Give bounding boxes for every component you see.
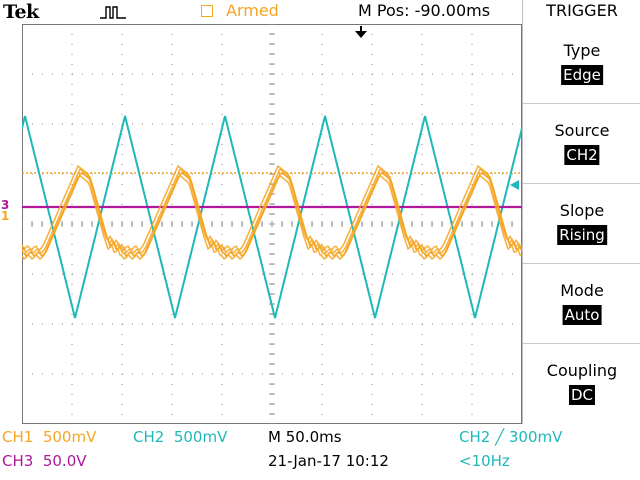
waveform-display [22, 24, 522, 424]
trigger-position-icon [355, 26, 367, 38]
ch1-trace [22, 174, 522, 261]
menu-item-label: Type [563, 41, 601, 60]
acquisition-status: Armed [226, 1, 279, 20]
menu-item-value: Edge [561, 65, 603, 85]
menu-title: TRIGGER [546, 1, 618, 20]
bottom-readout: CH1 500mV CH2 500mV M 50.0ms CH2 ╱ 300mV… [0, 424, 640, 480]
trigger-frequency: <10Hz [459, 452, 510, 470]
ch3-scale: CH3 50.0V [2, 452, 87, 470]
ch1-trace [22, 167, 522, 255]
trigger-level-icon [510, 180, 519, 190]
trigger-menu: TRIGGER Type Edge Source CH2 Slope Risin… [522, 0, 640, 424]
menu-item-label: Coupling [546, 361, 618, 380]
pulse-icon [100, 6, 126, 19]
ch2-trace [22, 115, 522, 319]
menu-item-label: Mode [560, 281, 604, 300]
menu-item-label: Slope [559, 201, 605, 220]
menu-item-value: DC [568, 385, 596, 405]
trigger-setting: CH2 ╱ 300mV [459, 428, 563, 446]
timebase: M 50.0ms [268, 428, 342, 446]
brand-logo: Tek [3, 1, 39, 23]
menu-item-coupling[interactable]: Coupling DC [523, 344, 640, 424]
menu-item-slope[interactable]: Slope Rising [523, 184, 640, 264]
armed-indicator-icon [201, 5, 213, 17]
status-bar: Tek Armed M Pos: -90.00ms [0, 0, 522, 24]
ch1-scale: CH1 500mV [2, 428, 97, 446]
menu-item-value: CH2 [564, 145, 600, 165]
menu-item-label: Source [554, 121, 610, 140]
horizontal-position: M Pos: -90.00ms [358, 1, 491, 20]
ch1-trace [22, 164, 522, 252]
ch3-marker: 3 [1, 198, 10, 212]
ch1-marker: 1 [1, 209, 10, 223]
menu-item-mode[interactable]: Mode Auto [523, 264, 640, 344]
ch2-scale: CH2 500mV [133, 428, 228, 446]
menu-item-value: Auto [562, 305, 602, 325]
date-time: 21-Jan-17 10:12 [268, 452, 389, 470]
menu-item-source[interactable]: Source CH2 [523, 104, 640, 184]
menu-item-type[interactable]: Type Edge [523, 24, 640, 104]
menu-item-value: Rising [557, 225, 607, 245]
